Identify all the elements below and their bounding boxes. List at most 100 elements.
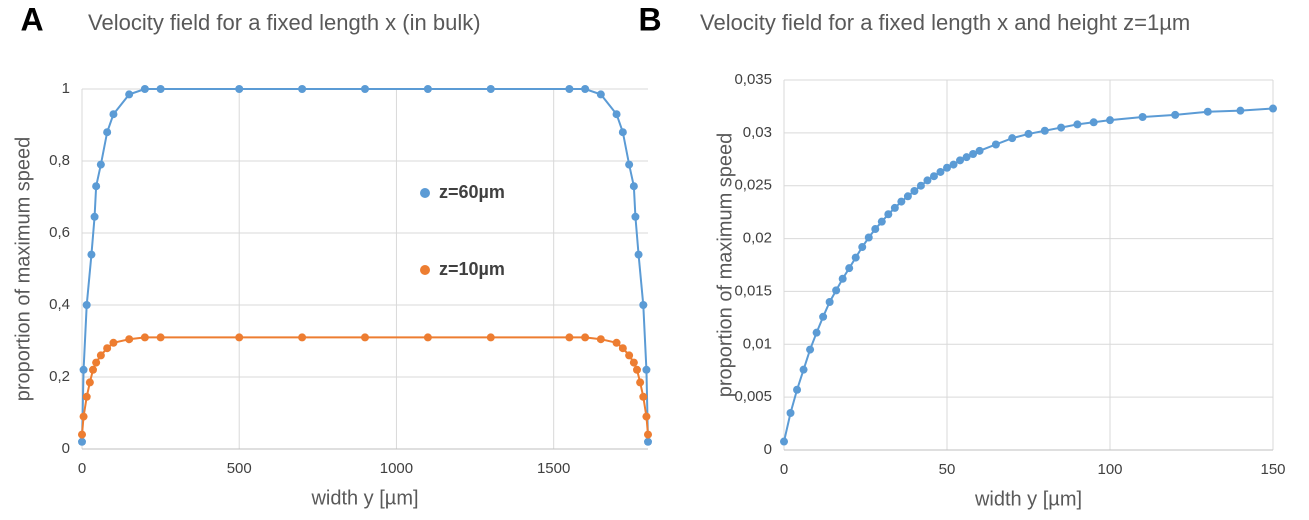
x-tick-label: 50	[939, 461, 956, 478]
x-tick-label: 0	[780, 461, 788, 478]
y-tick-label: 0,01	[743, 335, 772, 352]
x-tick-label: 1000	[380, 460, 413, 477]
data-point	[642, 365, 651, 374]
data-point	[625, 160, 634, 169]
data-point	[596, 90, 605, 99]
data-point	[103, 344, 112, 353]
data-point	[78, 430, 86, 439]
y-tick-label: 0,005	[734, 388, 772, 405]
y-axis-title: proportion of maximum speed	[714, 133, 736, 398]
data-point	[565, 85, 574, 93]
y-tick-label: 1	[62, 80, 70, 97]
data-point	[929, 172, 938, 181]
data-point	[140, 85, 149, 93]
data-point	[642, 412, 651, 421]
data-point	[125, 90, 134, 99]
data-point	[1236, 106, 1245, 115]
legend-label: z=10µm	[439, 259, 505, 279]
data-point	[943, 163, 951, 172]
panel-label: B	[638, 1, 661, 37]
data-point	[634, 250, 643, 259]
data-point	[96, 160, 105, 169]
data-point	[1040, 126, 1049, 135]
data-point	[82, 392, 91, 401]
data-point	[890, 203, 899, 212]
data-point	[1106, 116, 1114, 125]
y-tick-label: 0,025	[734, 177, 772, 194]
data-point	[858, 243, 867, 252]
y-tick-label: 0	[62, 440, 70, 457]
data-point	[618, 344, 627, 353]
chart-title: Velocity field for a fixed length x (in …	[88, 10, 481, 35]
y-tick-label: 0,03	[743, 124, 772, 141]
data-point	[612, 110, 621, 119]
data-point	[991, 140, 1000, 149]
series-line	[81, 88, 649, 442]
data-point	[486, 85, 495, 93]
data-point	[361, 85, 369, 93]
data-point	[1138, 113, 1147, 121]
x-axis-title: width y [µm]	[974, 488, 1082, 510]
data-point	[936, 167, 945, 176]
data-point	[864, 233, 873, 242]
data-point	[838, 274, 847, 283]
y-tick-label: 0,6	[49, 224, 70, 241]
data-point	[812, 328, 821, 337]
data-point	[916, 181, 925, 190]
data-point	[975, 146, 984, 155]
data-point	[235, 85, 244, 93]
legend-marker	[420, 188, 430, 198]
y-tick-label: 0,4	[49, 296, 70, 313]
legend-marker	[420, 265, 430, 275]
data-point	[910, 187, 919, 195]
data-point	[235, 333, 244, 342]
x-tick-label: 100	[1097, 461, 1122, 478]
data-point	[1024, 129, 1033, 138]
data-point	[612, 338, 621, 347]
data-point	[825, 298, 834, 306]
data-point	[140, 333, 149, 342]
data-point	[565, 333, 574, 342]
data-point	[969, 150, 978, 158]
data-point	[923, 176, 932, 185]
data-point	[884, 210, 893, 219]
data-point	[87, 250, 96, 259]
data-point	[799, 365, 808, 374]
data-point	[639, 301, 648, 309]
data-point	[109, 338, 118, 347]
data-point	[786, 409, 795, 417]
data-point	[156, 333, 165, 342]
data-point	[82, 301, 91, 309]
data-point	[90, 212, 99, 221]
data-point	[581, 85, 590, 93]
data-point	[79, 412, 88, 421]
data-point	[596, 335, 605, 344]
data-point	[780, 437, 788, 446]
series-line	[81, 336, 649, 435]
data-point	[644, 430, 652, 439]
data-point	[85, 378, 94, 387]
data-point	[629, 182, 638, 191]
data-point	[298, 85, 307, 93]
x-tick-label: 150	[1260, 461, 1285, 478]
data-point	[1089, 118, 1098, 127]
data-point	[125, 335, 134, 344]
data-point	[625, 351, 634, 360]
data-point	[1269, 104, 1277, 113]
data-point	[832, 286, 841, 295]
data-point	[1203, 107, 1212, 116]
data-point	[423, 85, 432, 93]
data-point	[949, 160, 958, 169]
x-tick-label: 0	[78, 460, 86, 477]
data-point	[298, 333, 307, 342]
data-point	[845, 264, 854, 273]
data-point	[962, 153, 971, 162]
data-point	[1057, 123, 1066, 132]
data-point	[96, 351, 105, 360]
data-point	[1073, 120, 1082, 129]
y-tick-label: 0,02	[743, 230, 772, 247]
data-point	[423, 333, 432, 342]
data-point	[103, 128, 112, 137]
data-point	[89, 365, 98, 374]
